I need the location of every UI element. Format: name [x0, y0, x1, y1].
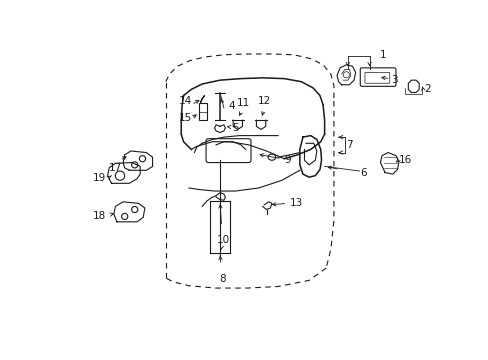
Text: 19: 19	[93, 173, 106, 183]
Text: 15: 15	[178, 113, 191, 123]
Text: 7: 7	[346, 140, 352, 150]
Text: 18: 18	[93, 211, 106, 221]
Text: 12: 12	[257, 96, 270, 106]
Text: 9: 9	[284, 155, 290, 165]
Text: 14: 14	[178, 96, 191, 106]
Text: 8: 8	[219, 274, 225, 284]
Text: 4: 4	[228, 101, 234, 111]
Text: 5: 5	[232, 123, 238, 133]
Text: 1: 1	[379, 50, 385, 60]
Text: 17: 17	[108, 163, 122, 172]
Bar	[199, 103, 206, 120]
Text: 10: 10	[217, 235, 230, 244]
Text: 3: 3	[390, 75, 397, 85]
Text: 16: 16	[398, 155, 411, 165]
Text: 11: 11	[236, 98, 249, 108]
Text: 13: 13	[289, 198, 303, 208]
Text: 2: 2	[423, 84, 429, 94]
Text: 6: 6	[360, 167, 366, 177]
